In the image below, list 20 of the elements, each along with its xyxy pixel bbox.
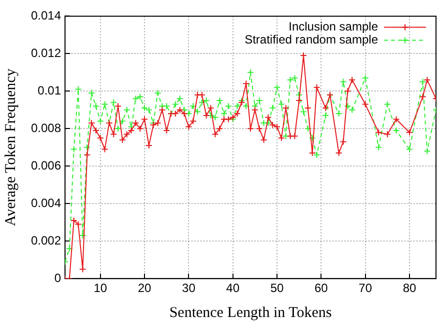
legend-label: Inclusion sample bbox=[288, 20, 378, 34]
y-tick-label: 0.014 bbox=[31, 8, 62, 23]
y-tick-label: 0 bbox=[54, 270, 62, 285]
x-tick-label: 60 bbox=[314, 281, 328, 296]
y-tick-label: 0.004 bbox=[31, 196, 62, 210]
x-tick-label: 10 bbox=[94, 281, 108, 296]
x-tick-label: 30 bbox=[182, 281, 196, 296]
x-tick-label: 80 bbox=[402, 281, 416, 296]
y-tick-label: 0.006 bbox=[31, 158, 62, 172]
y-tick-label: 0.002 bbox=[31, 233, 62, 248]
legend-label: Stratified random sample bbox=[244, 32, 378, 47]
x-tick-label: 40 bbox=[226, 281, 240, 296]
x-tick-label: 50 bbox=[270, 281, 284, 296]
y-tick-label: 0.008 bbox=[31, 120, 62, 135]
x-tick-label: 20 bbox=[138, 281, 152, 296]
x-tick-label: 70 bbox=[358, 281, 372, 296]
y-tick-label: 0.012 bbox=[31, 46, 62, 60]
x-axis-title: Sentence Length in Tokens bbox=[169, 304, 332, 321]
y-axis-title: Average Token Frequency bbox=[2, 68, 19, 226]
y-tick-label: 0.01 bbox=[38, 83, 62, 98]
